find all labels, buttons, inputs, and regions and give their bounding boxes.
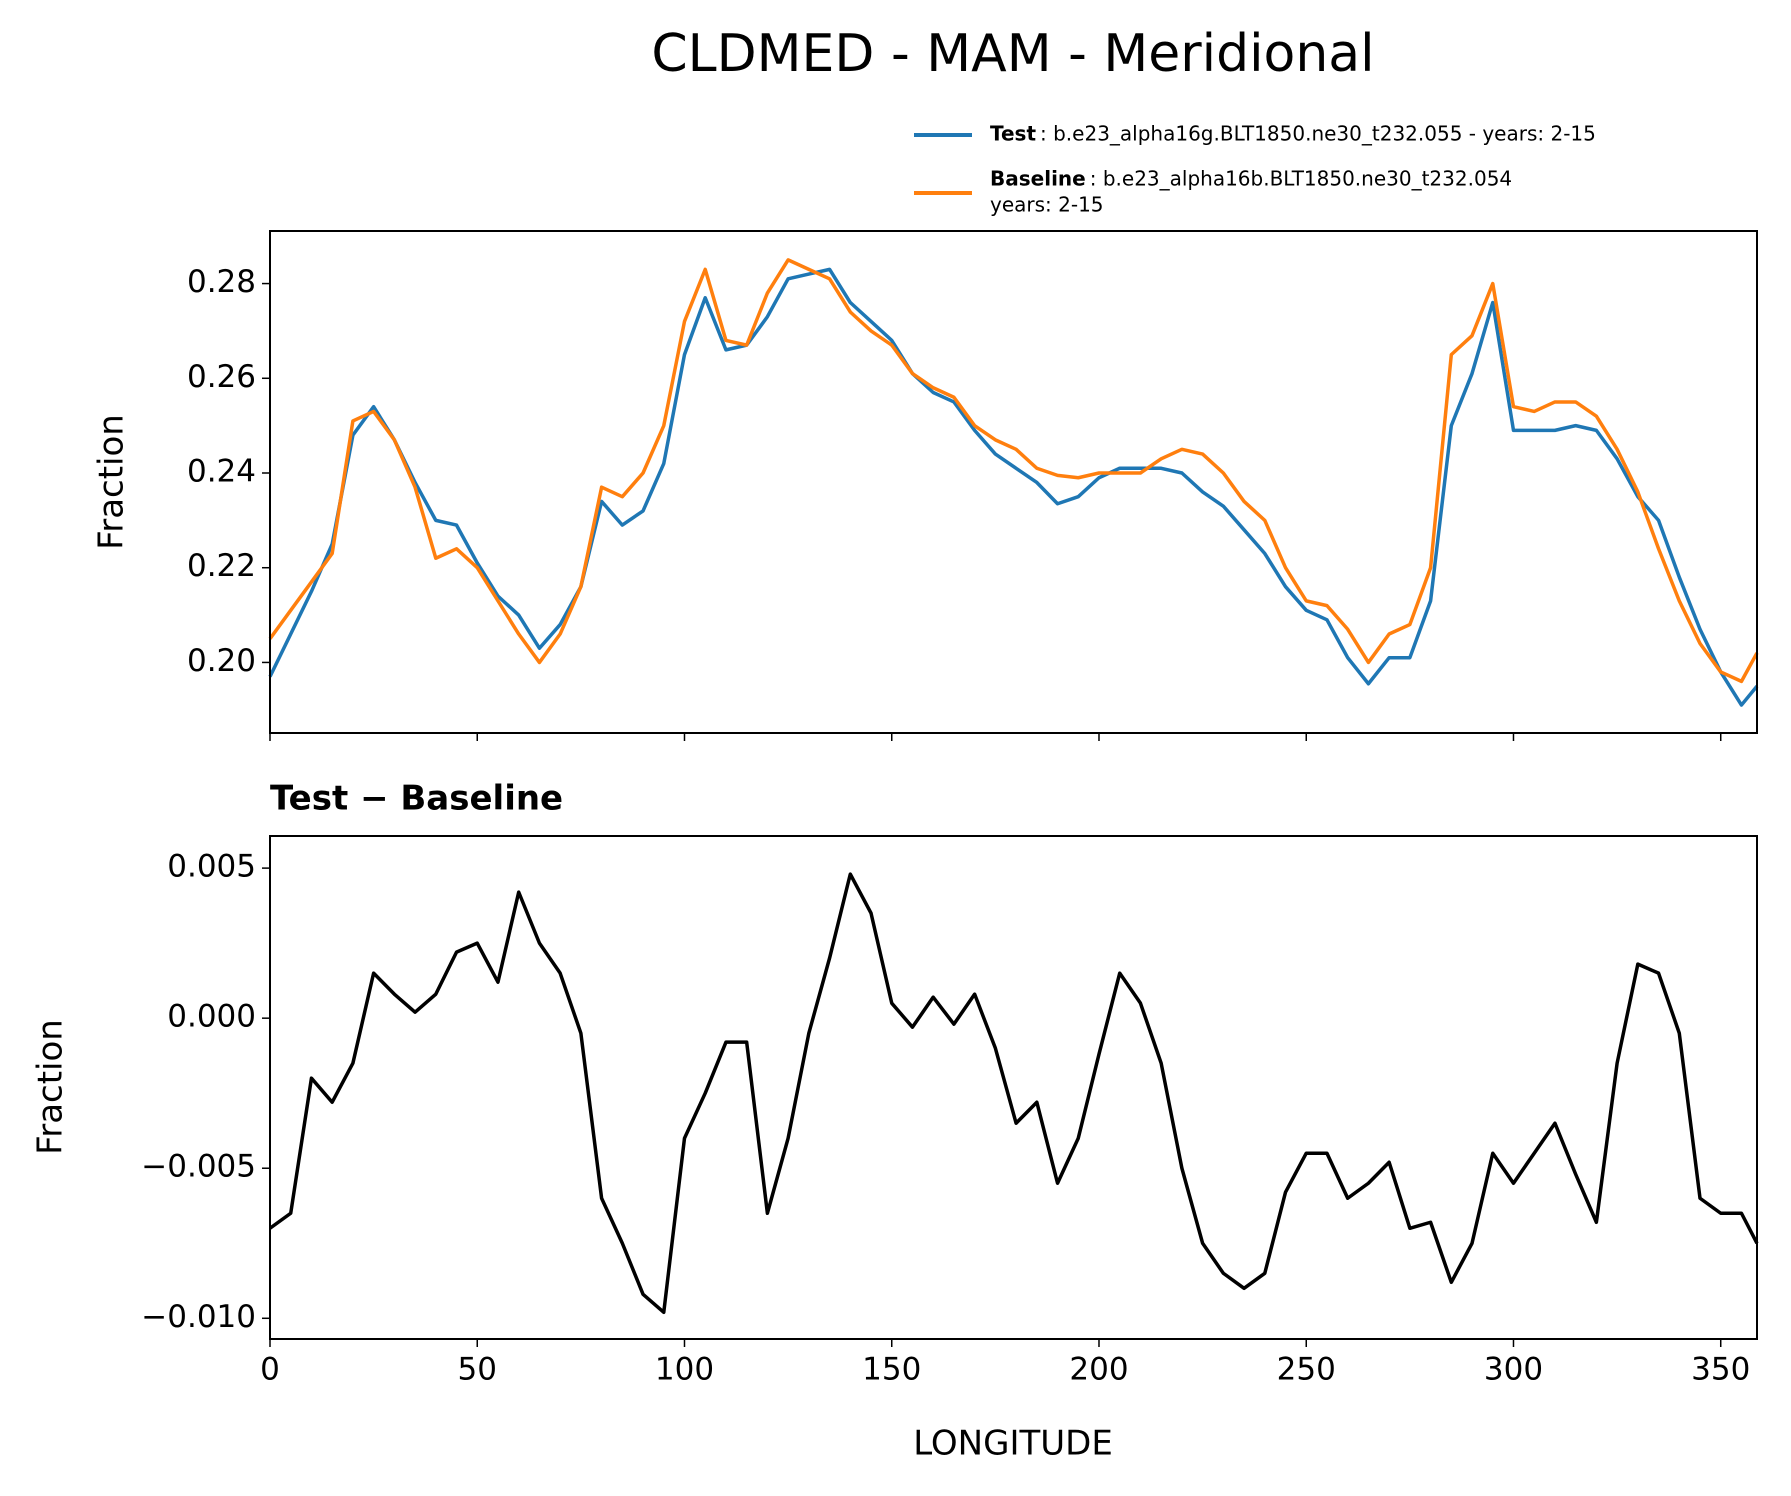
y-tick-label: −0.005	[141, 1149, 256, 1185]
y-axis-label: Fraction	[92, 414, 132, 550]
y-tick-label: −0.010	[141, 1299, 256, 1335]
y-tick-label: 0.26	[187, 359, 256, 395]
x-tick-label: 300	[1484, 1352, 1543, 1388]
legend-description: years: 2-15	[990, 193, 1104, 217]
y-tick-label: 0.20	[187, 643, 256, 679]
x-tick-label: 350	[1691, 1352, 1750, 1388]
x-tick-label: 200	[1069, 1352, 1128, 1388]
y-tick-label: 0.28	[187, 264, 256, 300]
data-line	[268, 258, 1759, 684]
plot-frame	[269, 835, 1758, 1340]
y-tick-label: 0.005	[167, 849, 256, 885]
figure-title: CLDMED - MAM - Meridional	[651, 24, 1374, 84]
y-axis-label: Fraction	[31, 1019, 71, 1155]
x-axis-label: LONGITUDE	[913, 1424, 1113, 1464]
legend-label: Baseline	[990, 167, 1086, 191]
x-tick-label: 150	[862, 1352, 921, 1388]
y-tick-label: 0.000	[167, 999, 256, 1035]
legend-description: : b.e23_alpha16b.BLT1850.ne30_t232.054	[1090, 167, 1512, 191]
x-tick-label: 100	[655, 1352, 714, 1388]
legend-label: Test	[990, 122, 1036, 146]
x-tick-label: 250	[1277, 1352, 1336, 1388]
data-line	[268, 872, 1759, 1315]
plot-frame	[269, 230, 1758, 734]
panel-title: Test − Baseline	[270, 779, 563, 819]
x-tick-label: 50	[458, 1352, 497, 1388]
y-tick-label: 0.24	[187, 454, 256, 490]
data-line	[268, 267, 1759, 707]
y-tick-label: 0.22	[187, 548, 256, 584]
x-tick-label: 0	[260, 1352, 280, 1388]
legend-description: : b.e23_alpha16g.BLT1850.ne30_t232.055 -…	[1040, 122, 1596, 146]
